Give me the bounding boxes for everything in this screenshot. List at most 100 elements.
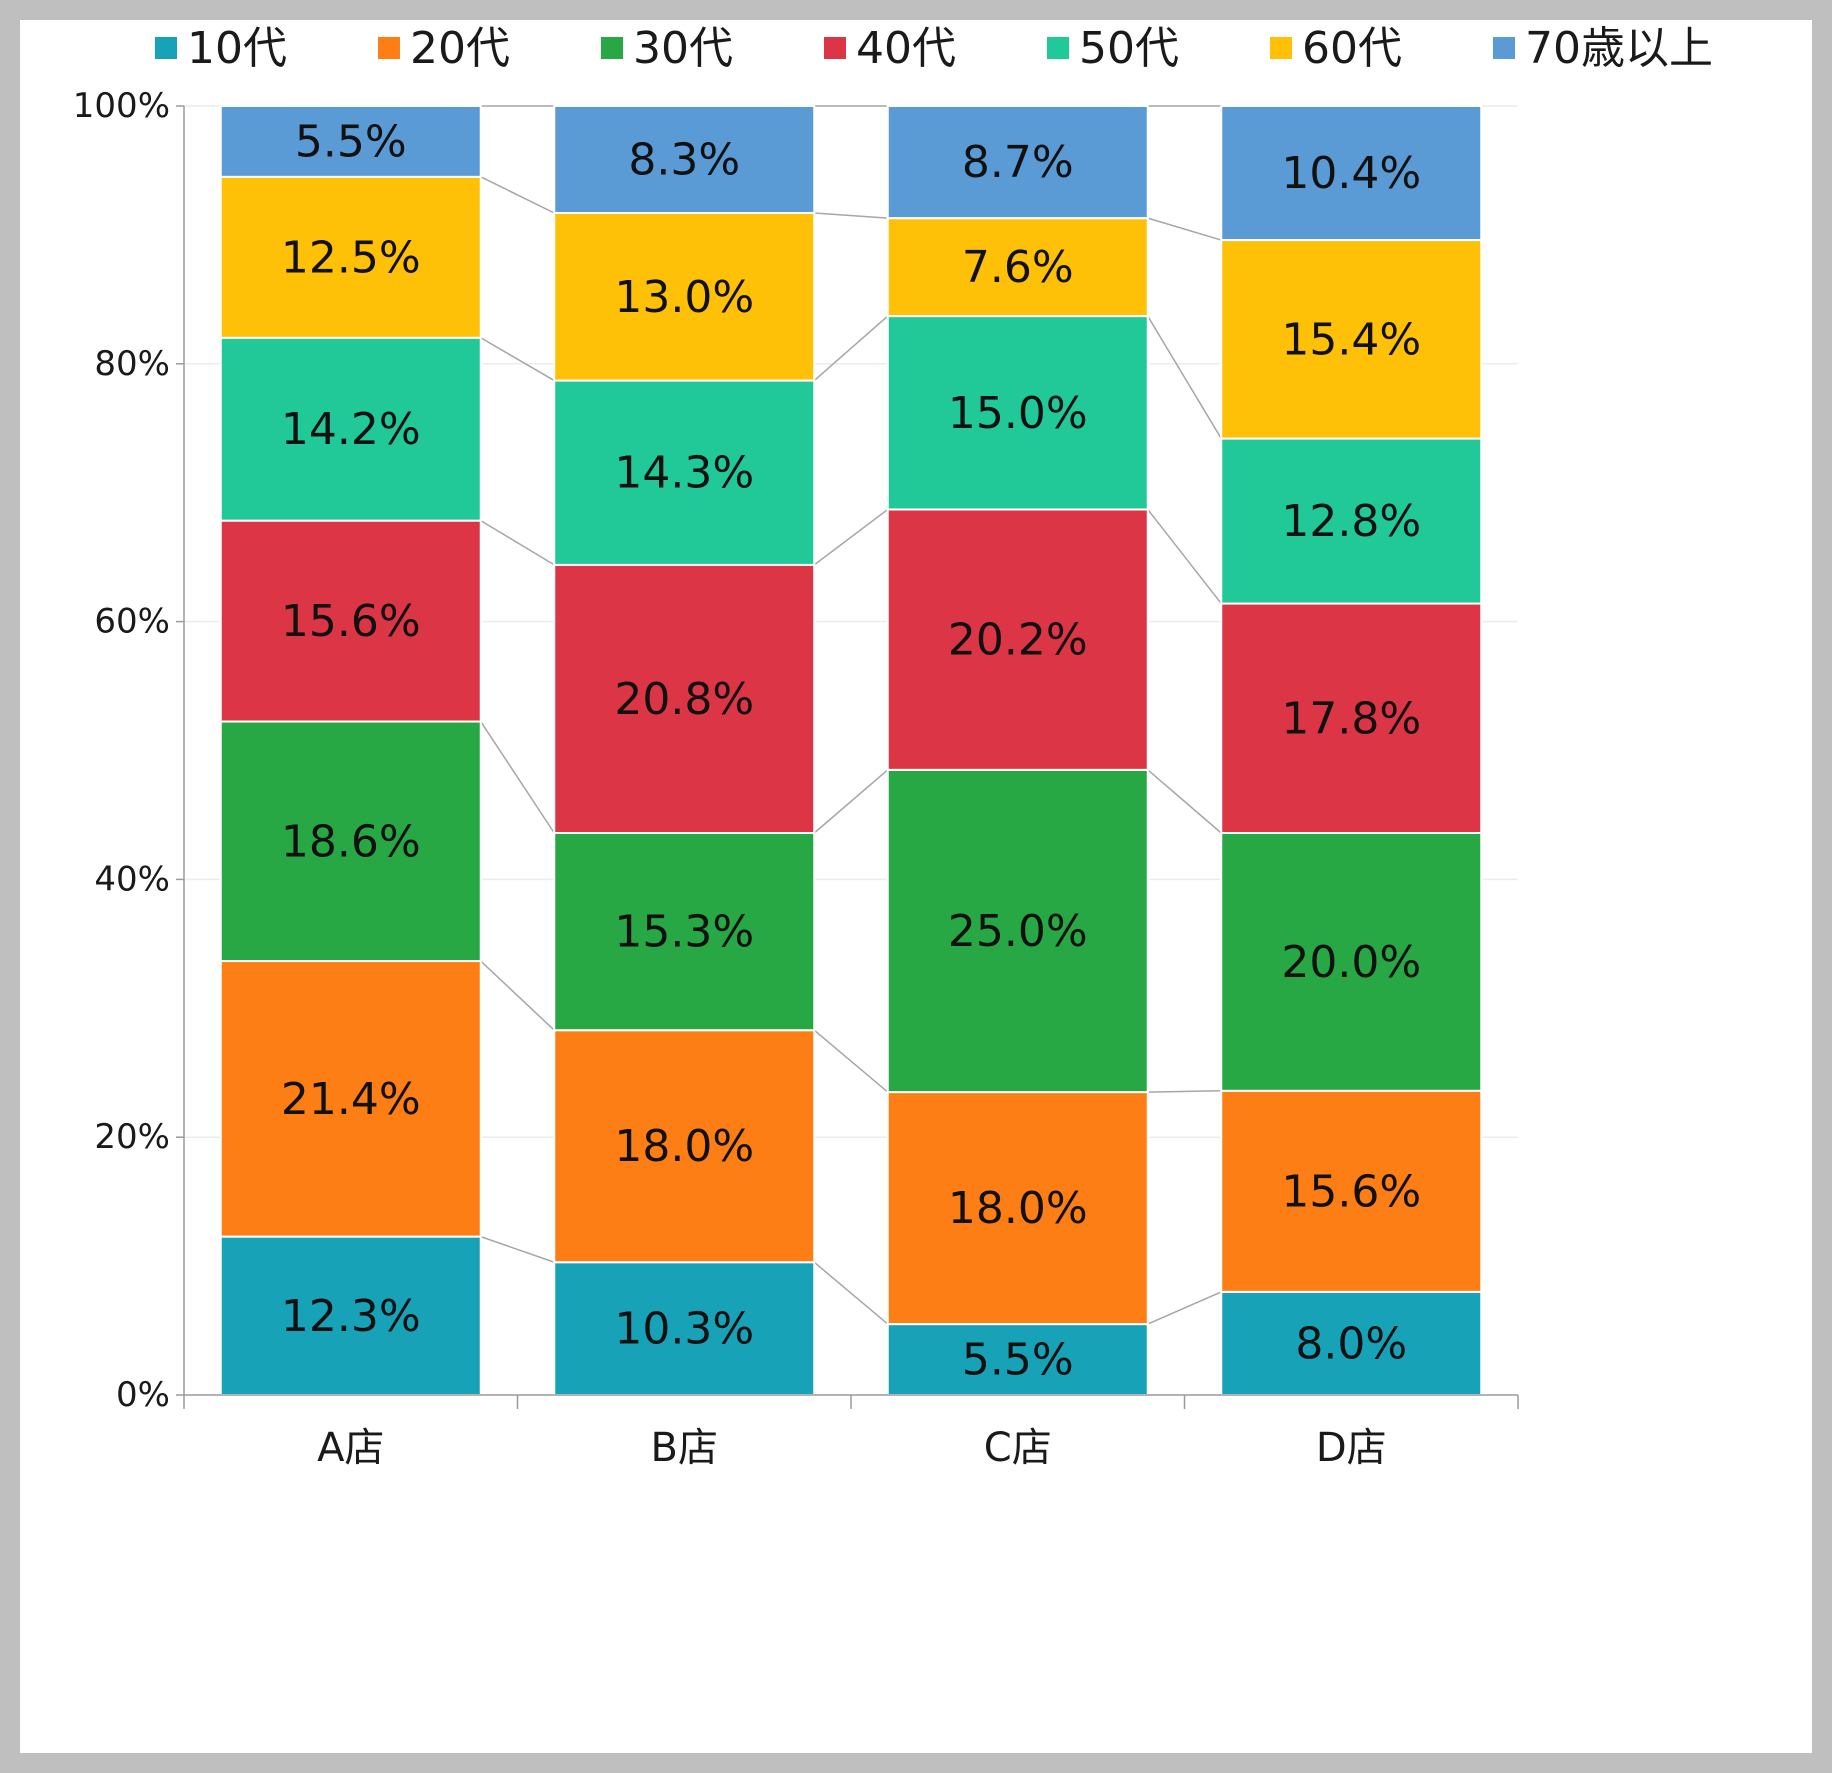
data-label: 7.6% bbox=[962, 242, 1074, 293]
series-line bbox=[480, 176, 555, 214]
series-line bbox=[1147, 315, 1222, 439]
legend-swatch bbox=[1493, 37, 1515, 59]
data-label: 14.2% bbox=[281, 404, 421, 455]
bar-segment bbox=[219, 105, 482, 178]
bar-segment bbox=[219, 336, 482, 522]
data-label: 5.5% bbox=[962, 1335, 1074, 1386]
series-line bbox=[1147, 1291, 1222, 1325]
data-label: 15.0% bbox=[948, 388, 1088, 439]
y-tick-label: 60% bbox=[94, 602, 170, 642]
series-line bbox=[1147, 769, 1222, 834]
x-tick-label: C店 bbox=[984, 1425, 1052, 1471]
legend-swatch bbox=[378, 37, 400, 59]
series-line bbox=[480, 337, 555, 382]
legend-label: 30代 bbox=[633, 23, 733, 74]
legend-swatch bbox=[601, 37, 623, 59]
series-line bbox=[813, 1029, 889, 1093]
data-label: 8.0% bbox=[1295, 1318, 1407, 1369]
bar-segment bbox=[886, 1091, 1149, 1326]
series-line bbox=[813, 769, 889, 834]
data-label: 18.6% bbox=[281, 816, 421, 867]
x-tick-label: B店 bbox=[651, 1425, 718, 1471]
series-line bbox=[1147, 508, 1222, 605]
y-tick-label: 40% bbox=[94, 859, 170, 899]
bar-segment bbox=[219, 720, 482, 963]
bars: 12.3% 10.3% 5.5% 8.0% 21.4% 18.0% 18.0% 15.6% 18… bbox=[219, 105, 1483, 1397]
series-line bbox=[480, 721, 555, 834]
chart-frame: 12.3% 10.3% 5.5% 8.0% 21.4% 18.0% 18.0% 15.6% 18… bbox=[20, 20, 1812, 1753]
data-label: 17.8% bbox=[1281, 693, 1421, 744]
series-line bbox=[480, 520, 555, 566]
bar-segment bbox=[219, 175, 482, 339]
bar-segment bbox=[553, 1029, 816, 1264]
data-label: 18.0% bbox=[614, 1121, 754, 1172]
bar-segment bbox=[553, 831, 816, 1032]
data-label: 5.5% bbox=[295, 116, 407, 167]
data-label: 18.0% bbox=[948, 1183, 1088, 1234]
bar-segment bbox=[886, 768, 1149, 1094]
y-tick-label: 0% bbox=[116, 1375, 170, 1415]
legend-swatch bbox=[824, 37, 846, 59]
legend-label: 40代 bbox=[856, 23, 956, 74]
data-label: 20.8% bbox=[614, 674, 754, 725]
data-label: 21.4% bbox=[281, 1074, 421, 1125]
y-tick-label: 20% bbox=[94, 1117, 170, 1157]
bar-segment bbox=[553, 563, 816, 834]
series-line bbox=[480, 960, 555, 1031]
data-label: 10.4% bbox=[1281, 148, 1421, 199]
bar-segment bbox=[886, 315, 1149, 511]
legend-label: 20代 bbox=[410, 23, 510, 74]
bar-segment bbox=[1220, 105, 1483, 242]
bar-segment bbox=[219, 519, 482, 723]
legend: 10代 20代 30代 40代 50代 60代 70歳以上 bbox=[155, 23, 1713, 74]
legend-label: 50代 bbox=[1079, 23, 1179, 74]
legend-swatch bbox=[1270, 37, 1292, 59]
data-label: 8.7% bbox=[962, 137, 1074, 188]
x-tick-label: D店 bbox=[1316, 1425, 1387, 1471]
data-label: 20.0% bbox=[1281, 937, 1421, 988]
series-line bbox=[1147, 1090, 1222, 1093]
x-tick-label: A店 bbox=[317, 1425, 384, 1471]
data-label: 15.6% bbox=[1281, 1166, 1421, 1217]
bar-segment bbox=[553, 211, 816, 382]
bar-segment bbox=[1220, 437, 1483, 605]
data-label: 15.6% bbox=[281, 596, 421, 647]
series-line bbox=[813, 1261, 889, 1325]
data-label: 20.2% bbox=[948, 615, 1088, 666]
series-line bbox=[814, 212, 888, 219]
y-tick-label: 100% bbox=[73, 86, 170, 126]
data-label: 12.3% bbox=[281, 1291, 421, 1342]
legend-label: 10代 bbox=[187, 23, 287, 74]
data-label: 13.0% bbox=[614, 272, 754, 323]
bar-segment bbox=[553, 379, 816, 566]
legend-swatch bbox=[1047, 37, 1069, 59]
data-label: 15.3% bbox=[614, 907, 754, 958]
bar-segment bbox=[886, 508, 1149, 771]
series-line bbox=[480, 1235, 555, 1263]
bar-segment bbox=[219, 960, 482, 1238]
data-label: 14.3% bbox=[614, 448, 754, 499]
bar-segment bbox=[553, 1261, 816, 1397]
bar-segment bbox=[1220, 831, 1483, 1092]
bar-segment bbox=[886, 105, 1149, 220]
data-label: 25.0% bbox=[948, 906, 1088, 957]
legend-label: 70歳以上 bbox=[1525, 23, 1713, 74]
y-tick-label: 80% bbox=[94, 344, 170, 384]
series-line bbox=[813, 508, 889, 566]
stacked-bar-chart: 12.3% 10.3% 5.5% 8.0% 21.4% 18.0% 18.0% 15.6% 18… bbox=[73, 23, 1713, 1471]
bar-segment bbox=[886, 217, 1149, 318]
data-label: 12.8% bbox=[1281, 496, 1421, 547]
series-line bbox=[1147, 217, 1222, 241]
data-label: 10.3% bbox=[614, 1304, 754, 1355]
legend-label: 60代 bbox=[1302, 23, 1402, 74]
series-lines bbox=[480, 105, 1222, 1325]
data-label: 15.4% bbox=[1281, 314, 1421, 365]
bar-segment bbox=[553, 105, 816, 214]
bar-segment bbox=[1220, 1290, 1483, 1397]
data-label: 8.3% bbox=[628, 134, 740, 185]
bar-segment bbox=[1220, 239, 1483, 440]
series-line bbox=[813, 315, 889, 382]
data-label: 12.5% bbox=[281, 232, 421, 283]
axes: 0% 20% 40% 60% 80% 100% A店 B店 C店 D店 bbox=[73, 86, 1519, 1471]
legend-swatch bbox=[155, 37, 177, 59]
